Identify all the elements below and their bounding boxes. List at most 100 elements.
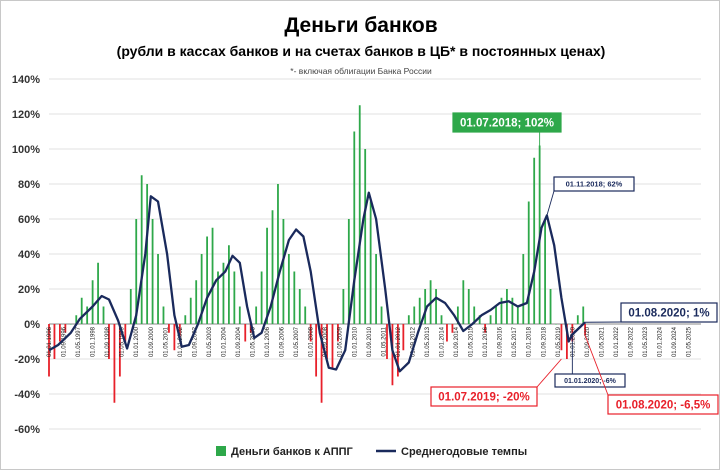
bar bbox=[396, 324, 399, 377]
bar bbox=[173, 324, 176, 351]
x-tick-label: 01.01.2012 bbox=[396, 326, 402, 357]
bar bbox=[118, 324, 121, 377]
x-tick-label: 01.09.2008 bbox=[323, 326, 329, 357]
bar bbox=[511, 297, 514, 324]
bar bbox=[113, 324, 116, 403]
bar bbox=[189, 297, 192, 324]
bar bbox=[446, 324, 448, 342]
x-tick-label: 01.05.2003 bbox=[207, 326, 213, 357]
bar bbox=[108, 324, 110, 359]
bar bbox=[217, 271, 219, 324]
bar bbox=[353, 131, 356, 324]
x-tick-label: 01.09.2016 bbox=[498, 326, 504, 357]
bar bbox=[244, 324, 247, 342]
y-tick-label: 20% bbox=[18, 284, 40, 296]
y-tick-label: 60% bbox=[18, 214, 40, 226]
bar bbox=[238, 306, 241, 324]
bar bbox=[473, 306, 476, 324]
bar bbox=[544, 219, 546, 324]
annotation-box bbox=[553, 176, 635, 192]
bar bbox=[140, 175, 143, 324]
bar bbox=[304, 306, 307, 324]
bar bbox=[565, 324, 568, 359]
chart-footnote: *- включая облигации Банка России bbox=[290, 66, 432, 76]
bar bbox=[91, 280, 94, 324]
bar bbox=[462, 280, 465, 324]
x-tick-label: 01.05.2015 bbox=[469, 326, 475, 357]
bar bbox=[64, 324, 67, 333]
bar bbox=[424, 289, 427, 324]
bar bbox=[516, 306, 519, 324]
bar bbox=[135, 219, 138, 324]
x-tick-label: 01.01.2004 bbox=[221, 326, 227, 357]
x-tick-label: 01.09.2018 bbox=[541, 326, 547, 357]
bar bbox=[249, 324, 252, 333]
bar bbox=[331, 324, 334, 368]
bar bbox=[337, 324, 339, 342]
bar bbox=[418, 297, 421, 324]
bar bbox=[584, 324, 586, 336]
y-tick-label: 40% bbox=[18, 249, 40, 261]
x-tick-label: 01.01.2006 bbox=[265, 326, 271, 357]
bar bbox=[282, 219, 285, 324]
x-tick-label: 01.05.2021 bbox=[599, 326, 605, 357]
x-tick-label: 01.09.1998 bbox=[105, 326, 111, 357]
bar bbox=[375, 254, 377, 324]
bar bbox=[576, 315, 579, 324]
x-tick-label: 01.01.2008 bbox=[309, 326, 315, 357]
bar bbox=[124, 324, 127, 342]
x-tick-label: 01.05.2011 bbox=[381, 326, 387, 356]
line-series bbox=[48, 191, 586, 373]
y-tick-label: 120% bbox=[12, 109, 40, 121]
annotation-box bbox=[554, 373, 626, 388]
bar bbox=[69, 324, 72, 325]
x-tick-label: 01.01.2022 bbox=[614, 326, 620, 357]
bar bbox=[467, 289, 470, 324]
bar bbox=[489, 315, 492, 324]
legend: Деньги банков к АППГ Среднегодовые темпы bbox=[216, 446, 527, 458]
bar bbox=[380, 306, 383, 324]
bar bbox=[495, 306, 497, 324]
legend-label-line: Среднегодовые темпы bbox=[401, 446, 527, 458]
bar bbox=[582, 306, 585, 324]
x-tick-label: 01.05.2001 bbox=[163, 326, 169, 357]
annotation-label: 01.08.2020; 1% bbox=[628, 308, 709, 320]
annotation-label: 01.08.2020; -6,5% bbox=[616, 400, 711, 412]
bar bbox=[211, 227, 214, 324]
bar bbox=[195, 280, 198, 324]
bar bbox=[326, 324, 328, 359]
bar bbox=[391, 324, 394, 386]
x-tick-label: 01.01.2000 bbox=[134, 326, 140, 357]
y-axis: 140% 120% 100% 80% 60% 40% 20% 0% -20% -40% -60% bbox=[12, 74, 40, 436]
x-tick-label: 01.01.2010 bbox=[352, 326, 358, 357]
bar bbox=[178, 324, 181, 342]
x-tick-label: 01.05.2009 bbox=[338, 326, 344, 357]
x-tick-label: 01.09.2000 bbox=[149, 326, 155, 357]
x-tick-label: 01.09.2002 bbox=[192, 326, 198, 357]
x-tick-label: 01.01.2016 bbox=[483, 326, 489, 357]
bar bbox=[129, 289, 132, 324]
annotation-label: 01.01.2020; -6% bbox=[564, 378, 617, 385]
bar bbox=[75, 315, 78, 324]
bar bbox=[255, 306, 258, 324]
x-tick-label: 01.09.2006 bbox=[280, 326, 286, 357]
bar bbox=[233, 271, 236, 324]
bar bbox=[451, 324, 454, 333]
bar bbox=[456, 306, 459, 324]
bar bbox=[146, 184, 149, 324]
bar bbox=[222, 262, 225, 324]
x-tick-label: 01.09.2014 bbox=[454, 326, 460, 357]
bar bbox=[102, 306, 105, 324]
bar bbox=[549, 289, 552, 324]
bar bbox=[287, 254, 290, 324]
x-tick-label: 01.01.2020 bbox=[570, 326, 576, 357]
bar bbox=[571, 324, 574, 342]
annotation-label: 01.07.2019; -20% bbox=[438, 392, 529, 404]
bar bbox=[59, 324, 61, 342]
x-tick-label: 01.05.2017 bbox=[512, 326, 518, 357]
legend-label-bars: Деньги банков к АППГ bbox=[231, 446, 354, 458]
bar bbox=[560, 324, 563, 351]
x-axis: 01.01.1996 01.09.1996 01.05.1997 01.01.1998… bbox=[47, 326, 693, 357]
